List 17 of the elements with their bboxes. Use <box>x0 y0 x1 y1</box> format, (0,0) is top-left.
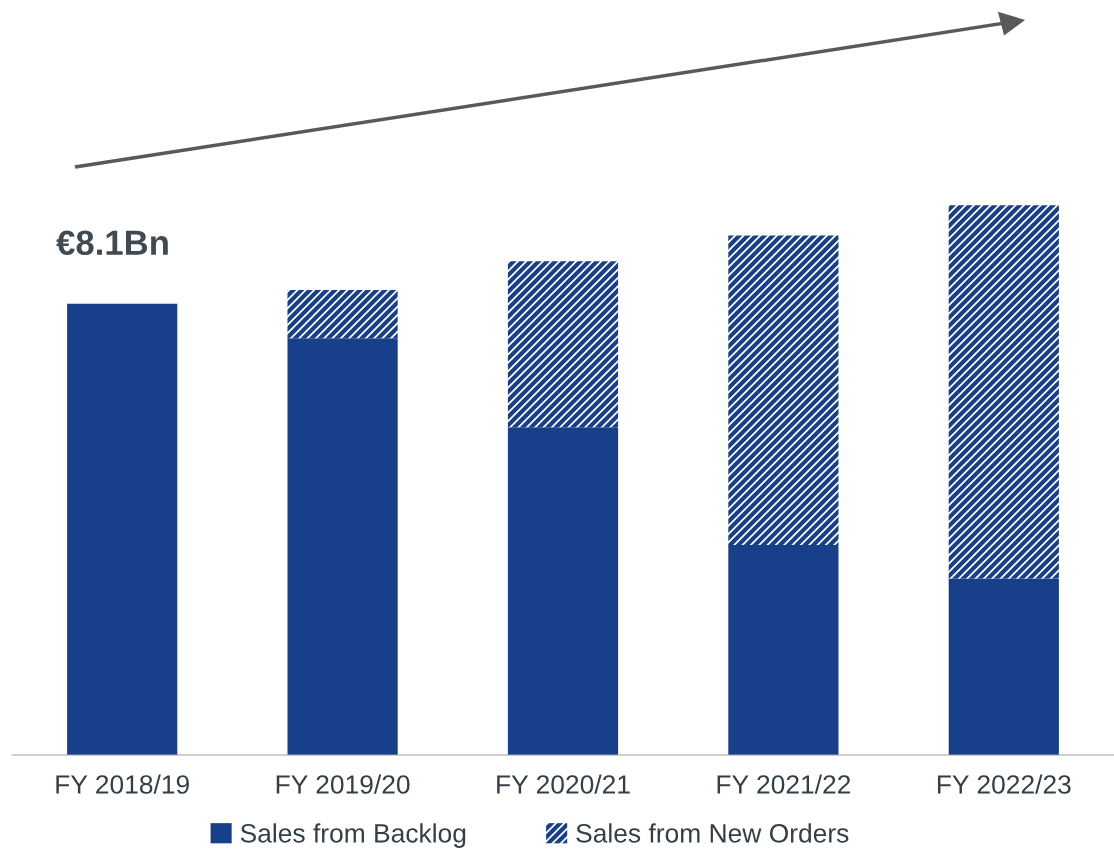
x-tick-label: FY 2018/19 <box>56 774 189 794</box>
legend-label: Sales from Backlog <box>240 823 466 848</box>
annotation: €8.1Bn <box>56 230 168 256</box>
bar <box>507 261 619 428</box>
bar <box>948 205 1059 579</box>
x-tick-label: FY 2020/21 <box>497 774 630 794</box>
x-tick-label: FY 2019/20 <box>276 774 410 794</box>
bar <box>67 303 178 755</box>
bar <box>948 578 1059 755</box>
legend-label: Sales from New Orders <box>576 823 849 843</box>
x-tick-label: FY 2021/22 <box>717 774 851 794</box>
bar <box>507 427 619 755</box>
bar <box>728 235 839 545</box>
bar <box>287 338 398 755</box>
bar <box>728 544 839 755</box>
x-tick-label: FY 2022/23 <box>937 774 1071 794</box>
bar <box>287 289 398 339</box>
